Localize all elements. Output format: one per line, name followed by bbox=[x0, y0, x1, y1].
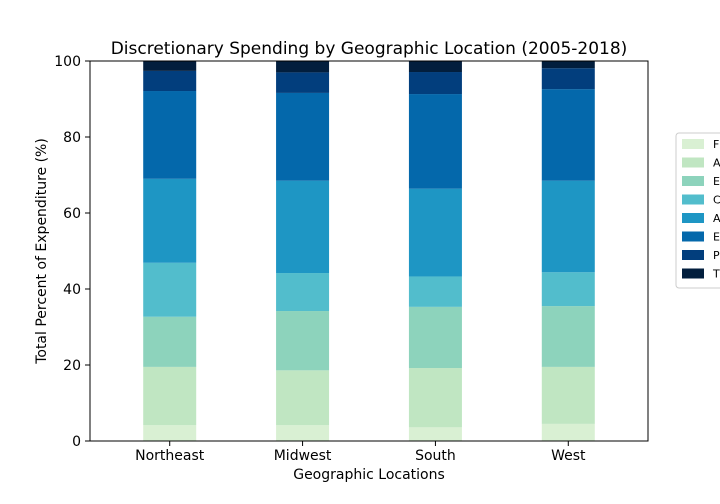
bar-segment-west-5 bbox=[541, 89, 595, 181]
bar-segment-west-7 bbox=[541, 61, 595, 69]
y-axis: 0 20 40 60 80 100 bbox=[54, 54, 90, 450]
bar-segment-northeast-5 bbox=[143, 91, 197, 179]
legend-label: C bbox=[713, 194, 720, 207]
legend-swatch bbox=[682, 139, 704, 149]
bar-segment-west-4 bbox=[541, 180, 595, 273]
bar-segment-south-6 bbox=[408, 72, 462, 95]
x-tick-label: Midwest bbox=[274, 448, 332, 464]
legend-label: E bbox=[713, 231, 720, 244]
bar-segment-midwest-6 bbox=[276, 72, 330, 93]
bar-segment-west-0 bbox=[541, 423, 595, 441]
legend-label: E bbox=[713, 175, 720, 188]
legend-label: A bbox=[713, 157, 720, 170]
x-tick-label: Northeast bbox=[135, 448, 205, 464]
bar-segment-west-2 bbox=[541, 306, 595, 367]
bar-segment-northeast-6 bbox=[143, 70, 197, 92]
bar-segment-midwest-2 bbox=[276, 311, 330, 371]
bar-segment-northeast-7 bbox=[143, 61, 197, 71]
legend-label: P bbox=[713, 249, 720, 262]
legend-label: T bbox=[712, 268, 720, 281]
y-tick-label: 20 bbox=[63, 358, 81, 374]
y-tick-label: 80 bbox=[63, 130, 81, 146]
bar-segment-south-3 bbox=[408, 276, 462, 307]
legend-swatch bbox=[682, 250, 704, 260]
bar-segment-northeast-4 bbox=[143, 178, 197, 263]
x-axis: Northeast Midwest South West bbox=[135, 441, 586, 464]
bar-segment-south-0 bbox=[408, 427, 462, 441]
plot-frame bbox=[89, 60, 649, 442]
bar-segment-northeast-3 bbox=[143, 262, 197, 317]
bar-segment-northeast-0 bbox=[143, 425, 197, 441]
bar-segment-west-3 bbox=[541, 272, 595, 307]
legend-swatch bbox=[682, 231, 704, 242]
bar-segment-west-1 bbox=[541, 366, 595, 424]
bar-segment-south-7 bbox=[408, 61, 462, 73]
legend-swatch bbox=[682, 176, 704, 186]
legend-label: F bbox=[713, 138, 719, 151]
x-tick-label: South bbox=[415, 448, 456, 464]
legend-label: A bbox=[713, 212, 720, 225]
y-tick-label: 40 bbox=[63, 282, 81, 298]
legend-frame bbox=[675, 132, 720, 289]
x-tick-label: West bbox=[551, 448, 586, 464]
bar-segment-south-5 bbox=[408, 94, 462, 189]
bar-segment-midwest-7 bbox=[276, 61, 330, 73]
y-tick-label: 60 bbox=[63, 206, 81, 222]
legend-swatch bbox=[682, 194, 704, 205]
y-tick-label: 0 bbox=[72, 434, 81, 450]
bar-segment-northeast-2 bbox=[143, 316, 197, 367]
legend-swatch bbox=[682, 157, 704, 168]
plot-area bbox=[143, 61, 595, 441]
y-tick-label: 100 bbox=[54, 54, 81, 70]
bar-segment-south-4 bbox=[408, 188, 462, 277]
bar-segment-midwest-1 bbox=[276, 370, 330, 426]
bar-segment-midwest-3 bbox=[276, 273, 330, 312]
bar-segment-midwest-0 bbox=[276, 425, 330, 441]
chart-title: Discretionary Spending by Geographic Loc… bbox=[111, 39, 628, 59]
bar-segment-south-1 bbox=[408, 368, 462, 428]
x-axis-label: Geographic Locations bbox=[293, 467, 445, 483]
bar-segment-midwest-5 bbox=[276, 92, 330, 181]
legend-swatch bbox=[682, 213, 704, 223]
bar-segment-south-2 bbox=[408, 306, 462, 369]
bar-segment-west-6 bbox=[541, 68, 595, 90]
bar-segment-midwest-4 bbox=[276, 180, 330, 274]
bar-segment-northeast-1 bbox=[143, 366, 197, 426]
y-axis-label: Total Percent of Expenditure (%) bbox=[34, 138, 50, 365]
legend-swatch bbox=[682, 268, 704, 279]
